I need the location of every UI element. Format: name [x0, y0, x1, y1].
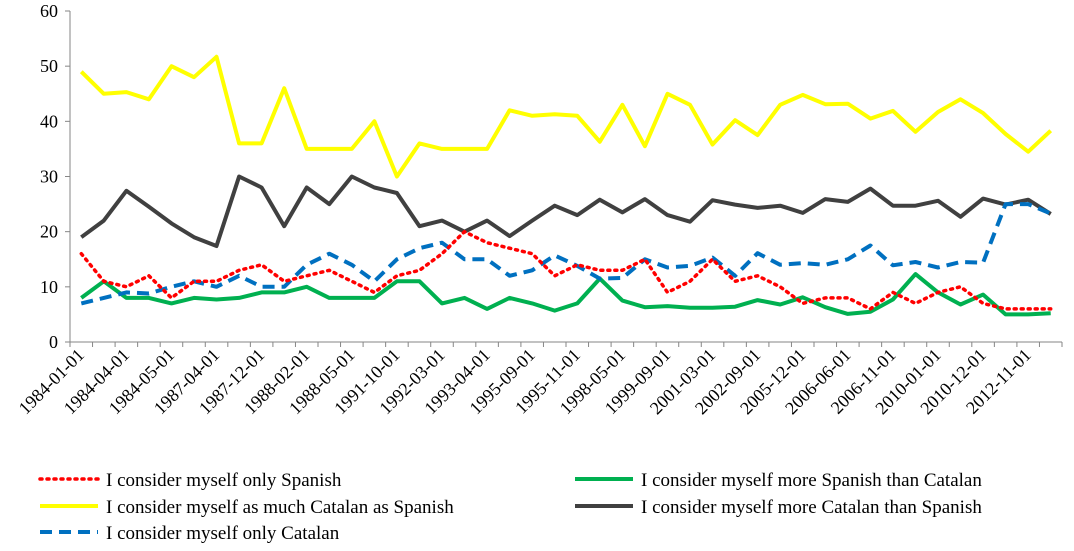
y-tick-label: 30 [40, 167, 58, 187]
y-tick-label: 0 [49, 332, 58, 352]
series-line-4 [80, 174, 1052, 248]
legend-label: I consider myself more Spanish than Cata… [641, 470, 982, 491]
legend-label: I consider myself only Spanish [106, 470, 342, 491]
plot-area: 01020304050601984-01-011984-04-011984-05… [15, 1, 1063, 418]
series-line-1 [79, 229, 1053, 311]
y-tick-label: 10 [40, 277, 58, 297]
legend-label: I consider myself as much Catalan as Spa… [106, 497, 454, 518]
series-line-2 [80, 272, 1051, 317]
legend-label: I consider myself only Catalan [106, 523, 340, 544]
y-tick-label: 20 [40, 222, 58, 242]
series-line-3 [79, 54, 1053, 179]
y-tick-label: 50 [40, 56, 58, 76]
series-line-5 [80, 202, 1052, 306]
y-tick-label: 60 [40, 1, 58, 21]
legend-label: I consider myself more Catalan than Span… [641, 497, 982, 518]
y-tick-label: 40 [40, 111, 58, 131]
chart-legend: I consider myself only Spanish I consider… [38, 470, 982, 544]
